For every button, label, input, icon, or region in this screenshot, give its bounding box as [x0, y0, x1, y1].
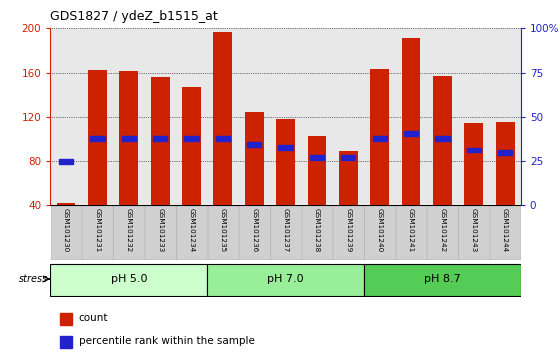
FancyBboxPatch shape: [302, 205, 332, 260]
Bar: [339, 151, 358, 205]
Text: GSM101231: GSM101231: [95, 207, 100, 252]
Bar: [57, 203, 76, 205]
Bar: [464, 124, 483, 205]
FancyBboxPatch shape: [176, 205, 207, 260]
FancyBboxPatch shape: [396, 205, 426, 260]
Text: GSM101241: GSM101241: [408, 207, 414, 252]
Bar: [310, 155, 324, 160]
Bar: [247, 142, 262, 147]
Text: GSM101233: GSM101233: [157, 207, 163, 252]
Bar: [90, 136, 105, 142]
Bar: [59, 159, 73, 164]
Text: GSM101238: GSM101238: [314, 207, 320, 252]
Bar: [60, 336, 72, 348]
Text: pH 7.0: pH 7.0: [267, 274, 304, 284]
Bar: [216, 136, 230, 142]
Bar: [122, 136, 136, 142]
Text: stress: stress: [18, 274, 48, 284]
FancyBboxPatch shape: [490, 205, 520, 260]
Text: GSM101239: GSM101239: [346, 207, 351, 252]
FancyBboxPatch shape: [239, 205, 269, 260]
FancyBboxPatch shape: [427, 205, 458, 260]
Bar: [182, 87, 201, 205]
Text: GDS1827 / ydeZ_b1515_at: GDS1827 / ydeZ_b1515_at: [50, 10, 218, 23]
Bar: [276, 119, 295, 205]
FancyBboxPatch shape: [208, 205, 238, 260]
FancyBboxPatch shape: [207, 264, 364, 296]
FancyBboxPatch shape: [270, 205, 301, 260]
Text: GSM101240: GSM101240: [377, 207, 382, 252]
FancyBboxPatch shape: [333, 205, 363, 260]
Bar: [435, 136, 450, 142]
Bar: [307, 136, 326, 205]
Bar: [498, 150, 512, 155]
Bar: [213, 32, 232, 205]
Bar: [60, 313, 72, 325]
Bar: [496, 122, 515, 205]
Bar: [151, 77, 170, 205]
Text: GSM101242: GSM101242: [440, 207, 445, 252]
Bar: [278, 145, 293, 150]
Bar: [402, 38, 421, 205]
Bar: [372, 136, 387, 142]
FancyBboxPatch shape: [82, 205, 113, 260]
Bar: [341, 155, 356, 160]
Text: GSM101244: GSM101244: [502, 207, 508, 252]
Bar: [404, 131, 418, 136]
Bar: [153, 136, 167, 142]
Bar: [184, 136, 199, 142]
Text: GSM101237: GSM101237: [283, 207, 288, 252]
FancyBboxPatch shape: [365, 205, 395, 260]
Bar: [245, 113, 264, 205]
Text: GSM101235: GSM101235: [220, 207, 226, 252]
Text: pH 8.7: pH 8.7: [424, 274, 461, 284]
Text: percentile rank within the sample: percentile rank within the sample: [78, 336, 254, 346]
Text: GSM101232: GSM101232: [126, 207, 132, 252]
Text: pH 5.0: pH 5.0: [110, 274, 147, 284]
FancyBboxPatch shape: [364, 264, 521, 296]
FancyBboxPatch shape: [145, 205, 175, 260]
FancyBboxPatch shape: [50, 264, 207, 296]
Bar: [466, 148, 481, 153]
Bar: [433, 76, 452, 205]
Text: GSM101234: GSM101234: [189, 207, 194, 252]
Text: count: count: [78, 313, 108, 323]
Text: GSM101236: GSM101236: [251, 207, 257, 252]
Bar: [88, 70, 107, 205]
Text: GSM101243: GSM101243: [471, 207, 477, 252]
FancyBboxPatch shape: [51, 205, 81, 260]
Text: GSM101230: GSM101230: [63, 207, 69, 252]
Bar: [370, 69, 389, 205]
Bar: [119, 72, 138, 205]
FancyBboxPatch shape: [459, 205, 489, 260]
FancyBboxPatch shape: [114, 205, 144, 260]
